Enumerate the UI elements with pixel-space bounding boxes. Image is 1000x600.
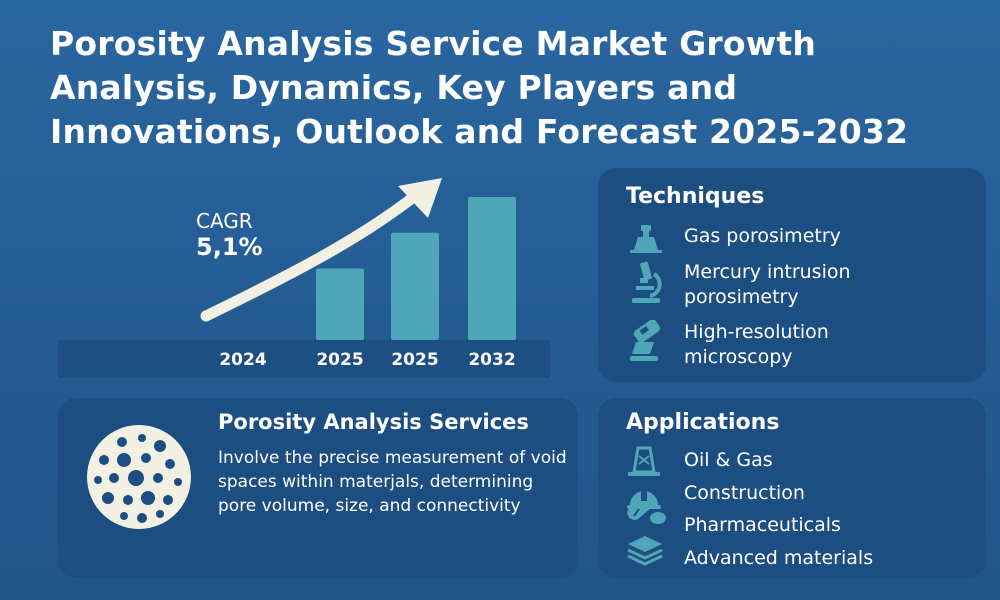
services-title: Porosity Analysis Services [218, 410, 529, 434]
title-line-3: Innovations, Outlook and Forecast 2025-2… [50, 112, 909, 151]
technique-line: Mercury intrusion [684, 261, 851, 283]
page-title: Porosity Analysis Service Market Growth … [50, 22, 970, 154]
applications-title: Applications [626, 410, 780, 435]
chart-canvas [200, 178, 516, 340]
layers-icon [627, 536, 663, 566]
application-oil-gas: Oil & Gas [684, 449, 773, 471]
application-advanced-materials: Advanced materials [684, 547, 874, 569]
growth-chart: CAGR 5,1% 2024 2025 2025 2032 [0, 160, 600, 390]
x-tick-label: 2032 [468, 350, 516, 370]
services-description: Involve the precise measurement of void … [218, 448, 567, 516]
technique-mercury-intrusion: Mercury intrusion porosimetry [684, 260, 851, 310]
title-line-1: Porosity Analysis Service Market Growth [50, 24, 817, 63]
technique-line: porosimetry [684, 286, 799, 308]
x-tick-label: 2025 [391, 350, 439, 370]
techniques-panel: Techniques Gas porosimetry Mercury intru… [598, 168, 986, 382]
gas-cylinder-icon [630, 225, 662, 253]
bar-2025 [391, 232, 439, 340]
technique-line: High-resolution [684, 321, 829, 343]
growth-arrow-line [200, 186, 426, 322]
microscope-icon [632, 261, 662, 303]
helmet-icon [627, 489, 661, 509]
axis-band [58, 340, 550, 378]
title-line-2: Analysis, Dynamics, Key Players and [50, 68, 738, 107]
sample-slide-icon [630, 320, 661, 361]
x-tick-label: 2025 [316, 350, 364, 370]
cagr-label: CAGR [196, 209, 253, 233]
technique-microscopy: High-resolution microscopy [684, 320, 829, 370]
cagr-value: 5,1% [196, 233, 263, 261]
bar-2025 [316, 268, 364, 340]
technique-gas-porosimetry: Gas porosimetry [684, 225, 841, 247]
services-panel: Porosity Analysis Services Involve the p… [58, 398, 578, 578]
porous-disc-icon [87, 425, 191, 529]
growth-arrow-head [398, 178, 442, 218]
oil-rig-icon [628, 446, 660, 476]
application-construction: Construction [684, 482, 805, 504]
application-pharmaceuticals: Pharmaceuticals [684, 514, 841, 536]
techniques-title: Techniques [626, 184, 765, 209]
bar-2032 [468, 197, 516, 340]
applications-panel: Applications Oil & Gas Construction Phar… [598, 398, 986, 578]
technique-line: microscopy [684, 346, 793, 368]
x-tick-label: 2024 [219, 350, 267, 370]
